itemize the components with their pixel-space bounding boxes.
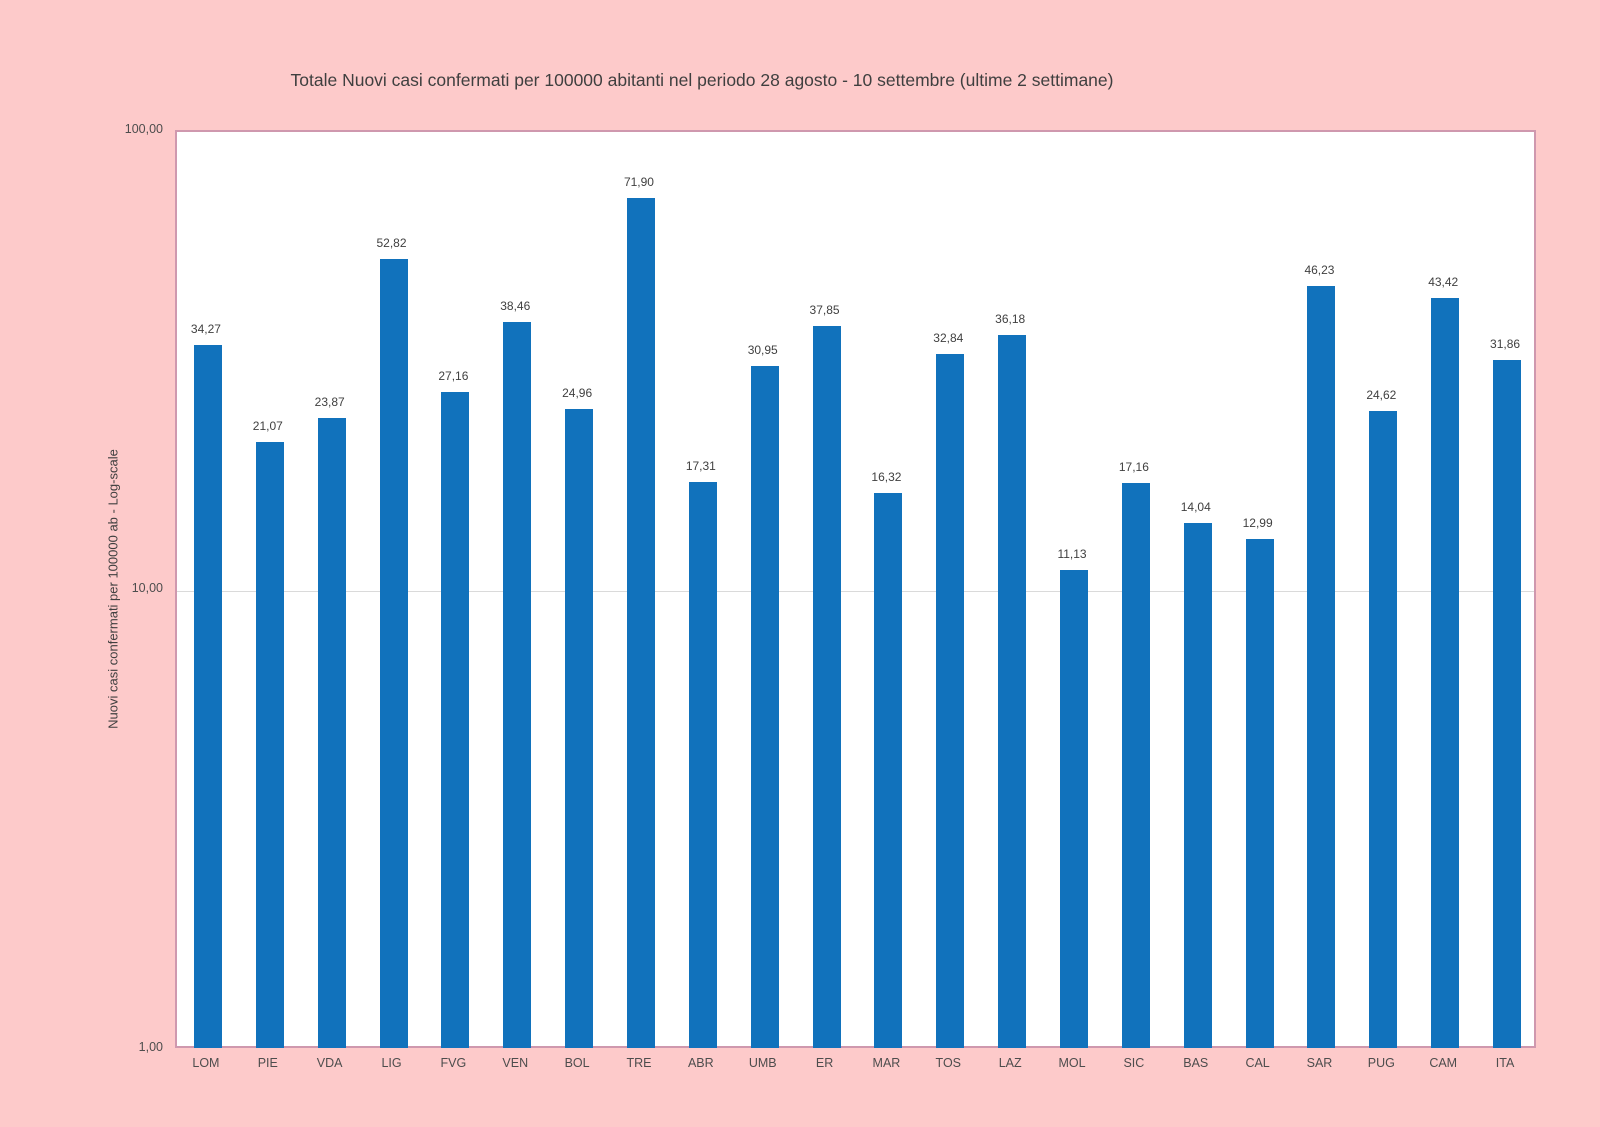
x-tick-label-abr: ABR	[687, 1056, 714, 1070]
value-label-vda: 23,87	[314, 394, 345, 409]
value-label-mar: 16,32	[871, 470, 902, 485]
y-tick-label-10: 10,00	[131, 581, 163, 595]
x-tick-label-mar: MAR	[872, 1056, 901, 1070]
bar-pug	[1369, 411, 1398, 1048]
x-tick-label-cam: CAM	[1429, 1056, 1458, 1070]
x-tick-label-laz: LAZ	[998, 1056, 1022, 1070]
x-tick-label-ven: VEN	[502, 1056, 529, 1070]
x-tick-label-vda: VDA	[316, 1056, 343, 1070]
value-label-pug: 24,62	[1366, 388, 1397, 403]
chart-title: Totale Nuovi casi confermati per 100000 …	[290, 70, 1114, 90]
x-tick-label-er: ER	[815, 1056, 834, 1070]
x-tick-label-tre: TRE	[626, 1056, 652, 1070]
bar-er	[812, 325, 841, 1048]
x-tick-label-pie: PIE	[257, 1056, 278, 1070]
value-label-cam: 43,42	[1428, 275, 1459, 290]
value-label-sic: 17,16	[1118, 460, 1149, 475]
value-label-er: 37,85	[809, 302, 840, 317]
x-tick-label-lom: LOM	[192, 1056, 220, 1070]
x-tick-label-bas: BAS	[1183, 1056, 1209, 1070]
bar-lom	[193, 345, 222, 1048]
value-label-abr: 17,31	[685, 458, 716, 473]
bar-abr	[688, 481, 717, 1048]
value-label-bol: 24,96	[562, 385, 593, 400]
bar-umb	[750, 365, 779, 1048]
y-tick-label-1: 1,00	[138, 1040, 163, 1054]
bar-laz	[998, 334, 1027, 1048]
x-tick-label-pug: PUG	[1367, 1056, 1395, 1070]
value-label-ita: 31,86	[1490, 337, 1521, 351]
bar-ven	[503, 322, 532, 1048]
bar-lig	[379, 259, 408, 1048]
x-tick-label-umb: UMB	[748, 1056, 777, 1070]
x-tick-label-cal: CAL	[1245, 1056, 1270, 1070]
value-label-lom: 34,27	[190, 322, 221, 337]
value-label-mol: 11,13	[1057, 546, 1087, 561]
bar-cam	[1431, 298, 1460, 1048]
x-tick-label-ita: ITA	[1495, 1056, 1515, 1070]
x-tick-label-tos: TOS	[935, 1056, 962, 1070]
value-label-umb: 30,95	[747, 342, 778, 357]
bar-mol	[1060, 569, 1089, 1048]
x-tick-label-mol: MOL	[1058, 1056, 1086, 1070]
bar-bas	[1183, 523, 1212, 1048]
bar-tos	[936, 353, 965, 1048]
bar-tre	[626, 197, 655, 1048]
plot-area	[175, 130, 1536, 1048]
bar-sic	[1121, 483, 1150, 1048]
value-label-sar: 46,23	[1304, 262, 1335, 277]
x-tick-label-sar: SAR	[1306, 1056, 1333, 1070]
gridline	[177, 591, 1534, 592]
bar-fvg	[441, 391, 470, 1048]
x-tick-label-bol: BOL	[564, 1056, 590, 1070]
bar-sar	[1307, 285, 1336, 1048]
value-label-bas: 14,04	[1180, 500, 1211, 515]
x-tick-label-lig: LIG	[381, 1056, 402, 1070]
value-label-cal: 12,99	[1242, 515, 1273, 530]
value-label-tos: 32,84	[933, 330, 964, 345]
bar-mar	[874, 493, 903, 1048]
bar-ita	[1493, 360, 1522, 1048]
value-label-pie: 21,07	[252, 419, 283, 434]
value-label-ven: 38,46	[500, 299, 531, 314]
bar-bol	[565, 408, 594, 1048]
bar-vda	[317, 417, 346, 1048]
value-label-laz: 36,18	[995, 311, 1026, 326]
bar-pie	[255, 442, 284, 1048]
x-tick-label-sic: SIC	[1123, 1056, 1145, 1070]
value-label-lig: 52,82	[376, 236, 407, 251]
value-label-fvg: 27,16	[438, 368, 469, 383]
value-label-tre: 71,90	[623, 174, 654, 189]
x-tick-label-fvg: FVG	[440, 1056, 467, 1070]
y-tick-label-100: 100,00	[124, 122, 163, 136]
bar-cal	[1245, 538, 1274, 1048]
